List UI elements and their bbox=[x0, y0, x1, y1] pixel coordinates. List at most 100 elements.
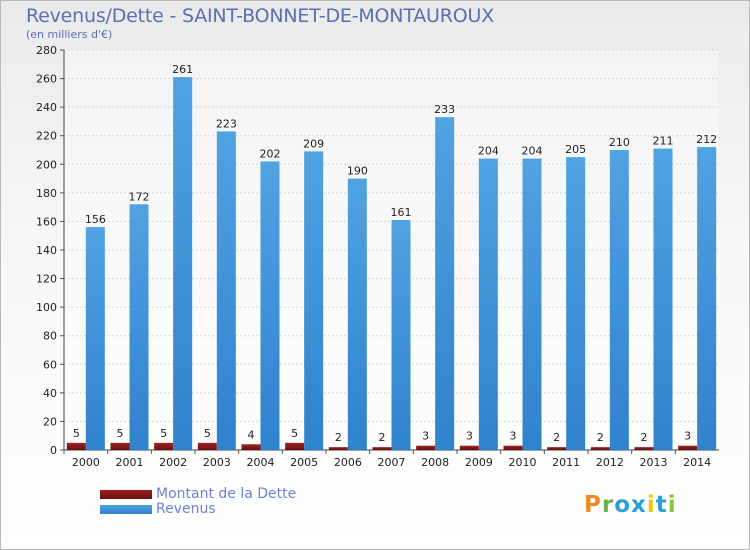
debt-bar bbox=[197, 442, 217, 450]
logo-letter: r bbox=[601, 492, 615, 518]
revenue-value-label: 205 bbox=[565, 143, 586, 156]
logo-letter: P bbox=[584, 492, 602, 518]
y-tick-label: 180 bbox=[36, 187, 57, 200]
debt-value-label: 2 bbox=[553, 431, 560, 444]
revenue-bar bbox=[304, 151, 324, 450]
x-tick-label: 2011 bbox=[552, 456, 580, 469]
logo-letter: i bbox=[667, 492, 677, 518]
x-tick-label: 2004 bbox=[247, 456, 275, 469]
debt-bar bbox=[503, 445, 523, 450]
debt-bar bbox=[590, 447, 610, 450]
y-tick-label: 200 bbox=[36, 158, 57, 171]
revenue-bar bbox=[260, 161, 280, 450]
debt-value-label: 5 bbox=[160, 427, 167, 440]
x-tick-label: 2000 bbox=[72, 456, 100, 469]
debt-value-label: 5 bbox=[204, 427, 211, 440]
revenue-bar bbox=[85, 227, 105, 450]
revenue-value-label: 190 bbox=[347, 165, 368, 178]
x-tick-label: 2001 bbox=[116, 456, 144, 469]
y-tick-label: 20 bbox=[43, 415, 57, 428]
debt-bar bbox=[416, 445, 436, 450]
x-tick-label: 2007 bbox=[378, 456, 406, 469]
debt-value-label: 2 bbox=[597, 431, 604, 444]
revenue-bar bbox=[522, 158, 542, 451]
logo-letter: i bbox=[646, 492, 656, 518]
y-tick-label: 80 bbox=[43, 330, 57, 343]
revenue-bar bbox=[347, 178, 367, 451]
revenue-bar bbox=[435, 117, 455, 451]
chart-title: Revenus/Dette - SAINT-BONNET-DE-MONTAURO… bbox=[26, 5, 495, 27]
debt-value-label: 2 bbox=[379, 431, 386, 444]
revenue-bar bbox=[391, 220, 411, 450]
chart-subtitle: (en milliers d'€) bbox=[26, 28, 113, 41]
x-tick-label: 2012 bbox=[596, 456, 624, 469]
revenue-bar bbox=[697, 147, 717, 450]
revenue-bar bbox=[478, 158, 498, 451]
debt-value-label: 5 bbox=[291, 427, 298, 440]
revenue-value-label: 211 bbox=[653, 135, 674, 148]
debt-bar bbox=[547, 447, 567, 450]
x-tick-label: 2005 bbox=[290, 456, 318, 469]
revenue-bar bbox=[216, 131, 236, 450]
debt-value-label: 2 bbox=[641, 431, 648, 444]
debt-bar bbox=[372, 447, 392, 450]
y-tick-label: 100 bbox=[36, 301, 57, 314]
revenue-value-label: 156 bbox=[85, 213, 106, 226]
debt-bar bbox=[66, 442, 86, 450]
debt-value-label: 4 bbox=[248, 428, 255, 441]
y-tick-label: 140 bbox=[36, 244, 57, 257]
debt-bar bbox=[241, 444, 261, 450]
debt-value-label: 3 bbox=[422, 430, 429, 443]
x-tick-label: 2009 bbox=[465, 456, 493, 469]
debt-value-label: 5 bbox=[73, 427, 80, 440]
revenue-value-label: 209 bbox=[303, 137, 324, 150]
debt-bar bbox=[110, 442, 130, 450]
y-tick-label: 40 bbox=[43, 387, 57, 400]
debt-bar bbox=[634, 447, 654, 450]
revenue-value-label: 204 bbox=[478, 145, 499, 158]
revenue-value-label: 172 bbox=[129, 190, 150, 203]
revenue-value-label: 202 bbox=[260, 147, 281, 160]
revenue-value-label: 161 bbox=[391, 206, 412, 219]
legend-swatch-debt bbox=[100, 490, 152, 499]
x-tick-label: 2014 bbox=[683, 456, 711, 469]
y-tick-label: 240 bbox=[36, 101, 57, 114]
x-tick-label: 2006 bbox=[334, 456, 362, 469]
debt-bar bbox=[678, 445, 698, 450]
debt-value-label: 3 bbox=[684, 430, 691, 443]
revenue-bar bbox=[173, 77, 193, 451]
y-tick-label: 280 bbox=[36, 44, 57, 57]
logo-letter: o bbox=[614, 492, 632, 518]
revenue-bar bbox=[653, 148, 673, 451]
y-tick-label: 220 bbox=[36, 130, 57, 143]
x-tick-label: 2010 bbox=[509, 456, 537, 469]
debt-value-label: 3 bbox=[510, 430, 517, 443]
debt-bar bbox=[328, 447, 348, 450]
revenue-value-label: 204 bbox=[522, 145, 543, 158]
x-tick-label: 2008 bbox=[421, 456, 449, 469]
y-tick-label: 60 bbox=[43, 358, 57, 371]
revenue-bar bbox=[129, 204, 149, 450]
debt-bar bbox=[154, 442, 174, 450]
legend-label-revenue: Revenus bbox=[156, 501, 216, 517]
revenue-value-label: 223 bbox=[216, 117, 237, 130]
debt-bar bbox=[285, 442, 305, 450]
logo-letter: x bbox=[631, 492, 647, 518]
revenue-bar bbox=[566, 157, 586, 450]
y-tick-label: 260 bbox=[36, 73, 57, 86]
y-tick-label: 160 bbox=[36, 215, 57, 228]
x-tick-label: 2002 bbox=[159, 456, 187, 469]
legend-label-debt: Montant de la Dette bbox=[156, 486, 297, 502]
x-tick-label: 2013 bbox=[640, 456, 668, 469]
y-tick-label: 120 bbox=[36, 273, 57, 286]
revenue-value-label: 233 bbox=[434, 103, 455, 116]
x-tick-label: 2003 bbox=[203, 456, 231, 469]
debt-value-label: 2 bbox=[335, 431, 342, 444]
legend-swatch-revenue bbox=[100, 505, 152, 514]
debt-value-label: 5 bbox=[117, 427, 124, 440]
revenue-value-label: 210 bbox=[609, 136, 630, 149]
revenue-value-label: 261 bbox=[172, 63, 193, 76]
debt-value-label: 3 bbox=[466, 430, 473, 443]
debt-bar bbox=[459, 445, 479, 450]
